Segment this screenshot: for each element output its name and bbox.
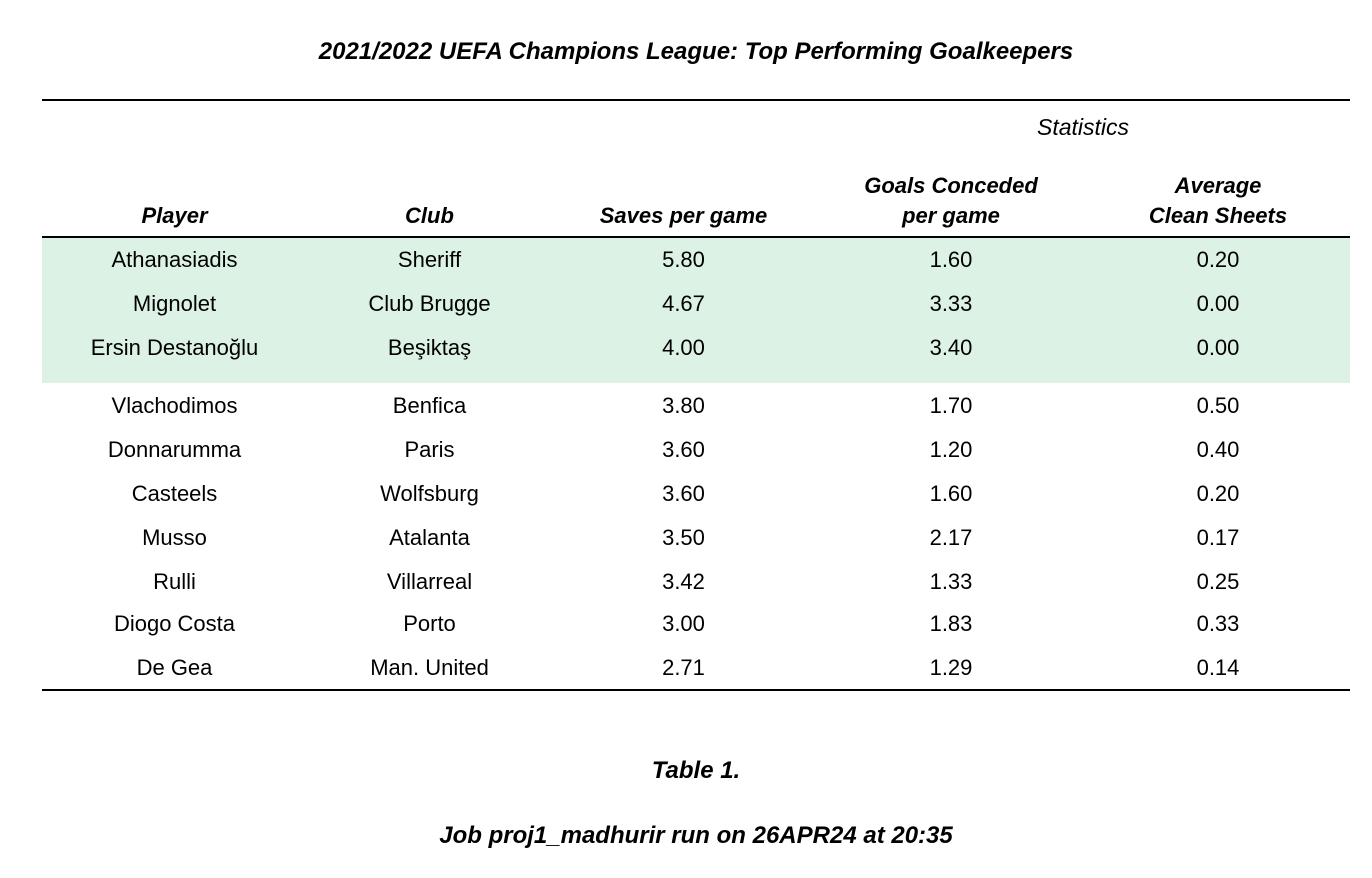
- table-title: 2021/2022 UEFA Champions League: Top Per…: [318, 38, 1074, 65]
- cell-goals-conceded: 3.33: [929, 291, 973, 316]
- cell-player: De Gea: [136, 655, 213, 680]
- column-header-goals-conceded: Goals Conceded per game: [816, 171, 1086, 231]
- cell-player: Musso: [142, 525, 207, 550]
- cell-saves: 2.71: [662, 655, 705, 680]
- column-header-row: Player Club Saves per game Goals Concede…: [42, 168, 1350, 231]
- table-caption: Table 1.: [651, 757, 741, 784]
- table-row: Rulli Villarreal 3.42 1.33 0.25: [42, 567, 1350, 597]
- cell-club: Beşiktaş: [387, 335, 472, 360]
- cell-saves: 3.50: [662, 525, 705, 550]
- job-note: Job proj1_madhurir run on 26APR24 at 20:…: [439, 822, 953, 849]
- table-row: Diogo Costa Porto 3.00 1.83 0.33: [42, 609, 1350, 639]
- cell-club: Villarreal: [386, 569, 473, 594]
- cell-clean-sheets: 0.20: [1196, 481, 1240, 506]
- column-header-line: Club: [405, 203, 454, 228]
- cell-club: Benfica: [392, 393, 467, 418]
- cell-clean-sheets: 0.14: [1196, 655, 1240, 680]
- cell-goals-conceded: 1.29: [929, 655, 973, 680]
- cell-clean-sheets: 0.00: [1196, 335, 1240, 360]
- cell-club: Atalanta: [389, 525, 470, 550]
- column-header-player: Player: [42, 201, 307, 231]
- table-row: Athanasiadis Sheriff 5.80 1.60 0.20: [42, 245, 1350, 275]
- cell-goals-conceded: 1.70: [929, 393, 973, 418]
- highlighted-rows-band: [42, 238, 1350, 383]
- table-row: Musso Atalanta 3.50 2.17 0.17: [42, 523, 1350, 553]
- cell-goals-conceded: 1.20: [929, 437, 973, 462]
- cell-goals-conceded: 1.60: [929, 247, 973, 272]
- cell-player: Ersin Destanoğlu: [90, 335, 259, 360]
- cell-clean-sheets: 0.25: [1196, 569, 1240, 594]
- statistics-spanner-label: Statistics: [1036, 114, 1130, 140]
- column-header-line: Player: [141, 203, 208, 228]
- cell-club: Club Brugge: [368, 291, 491, 316]
- cell-clean-sheets: 0.33: [1196, 611, 1240, 636]
- cell-player: Mignolet: [132, 291, 217, 316]
- table-row: Mignolet Club Brugge 4.67 3.33 0.00: [42, 289, 1350, 319]
- cell-saves: 4.67: [662, 291, 705, 316]
- cell-clean-sheets: 0.20: [1196, 247, 1240, 272]
- cell-club: Paris: [404, 437, 455, 462]
- cell-clean-sheets: 0.00: [1196, 291, 1240, 316]
- table-row: Casteels Wolfsburg 3.60 1.60 0.20: [42, 479, 1350, 509]
- cell-goals-conceded: 2.17: [929, 525, 973, 550]
- cell-clean-sheets: 0.40: [1196, 437, 1240, 462]
- cell-goals-conceded: 3.40: [929, 335, 973, 360]
- cell-saves: 4.00: [662, 335, 705, 360]
- cell-player: Diogo Costa: [113, 611, 236, 636]
- table-row: De Gea Man. United 2.71 1.29 0.14: [42, 653, 1350, 683]
- column-header-line: per game: [902, 203, 1000, 228]
- cell-player: Rulli: [153, 569, 196, 594]
- cell-clean-sheets: 0.50: [1196, 393, 1240, 418]
- cell-club: Wolfsburg: [380, 481, 479, 506]
- table-row: Vlachodimos Benfica 3.80 1.70 0.50: [42, 391, 1350, 421]
- cell-saves: 3.60: [662, 481, 705, 506]
- column-header-clean-sheets: Average Clean Sheets: [1086, 171, 1350, 231]
- cell-clean-sheets: 0.17: [1196, 525, 1240, 550]
- column-header-line: Average: [1174, 173, 1262, 198]
- column-header-line: Saves per game: [599, 203, 768, 228]
- cell-player: Athanasiadis: [111, 247, 238, 272]
- cell-goals-conceded: 1.33: [929, 569, 973, 594]
- column-header-line: Goals Conceded: [864, 173, 1038, 198]
- cell-club: Porto: [403, 611, 456, 636]
- cell-goals-conceded: 1.60: [929, 481, 973, 506]
- cell-club: Sheriff: [397, 247, 462, 272]
- cell-player: Vlachodimos: [111, 393, 238, 418]
- cell-player: Donnarumma: [107, 437, 242, 462]
- cell-player: Casteels: [131, 481, 218, 506]
- table-row: Donnarumma Paris 3.60 1.20 0.40: [42, 435, 1350, 465]
- table-row: Ersin Destanoğlu Beşiktaş 4.00 3.40 0.00: [42, 333, 1350, 363]
- header-rule: [42, 236, 1350, 238]
- cell-goals-conceded: 1.83: [929, 611, 973, 636]
- cell-saves: 3.60: [662, 437, 705, 462]
- column-header-line: Clean Sheets: [1148, 203, 1288, 228]
- cell-saves: 3.00: [662, 611, 705, 636]
- cell-saves: 5.80: [662, 247, 705, 272]
- cell-club: Man. United: [370, 655, 489, 680]
- bottom-rule: [42, 689, 1350, 691]
- top-rule: [42, 99, 1350, 101]
- cell-saves: 3.80: [662, 393, 705, 418]
- column-header-saves: Saves per game: [557, 201, 810, 231]
- cell-saves: 3.42: [662, 569, 705, 594]
- column-header-club: Club: [302, 201, 557, 231]
